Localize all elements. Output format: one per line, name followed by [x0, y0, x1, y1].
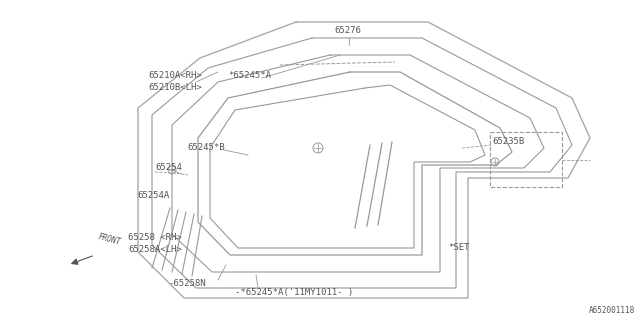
Text: -*65245*A('11MY1011- ): -*65245*A('11MY1011- ) [235, 289, 353, 298]
Text: 65245*B: 65245*B [187, 143, 225, 153]
Text: *65245*A: *65245*A [228, 70, 271, 79]
Text: 65210B<LH>: 65210B<LH> [148, 83, 202, 92]
Text: 65254: 65254 [155, 164, 182, 172]
Text: 65258 <RH>: 65258 <RH> [128, 234, 182, 243]
Text: 65258A<LH>: 65258A<LH> [128, 245, 182, 254]
Text: A652001118: A652001118 [589, 306, 635, 315]
Text: 65276: 65276 [335, 26, 362, 35]
Text: 65254A: 65254A [137, 191, 169, 201]
Text: *SET: *SET [448, 244, 470, 252]
Text: 65235B: 65235B [492, 138, 524, 147]
Bar [490, 132, 562, 187]
Text: -65258N: -65258N [168, 278, 205, 287]
Text: 65210A<RH>: 65210A<RH> [148, 70, 202, 79]
Text: FRONT: FRONT [97, 232, 122, 247]
